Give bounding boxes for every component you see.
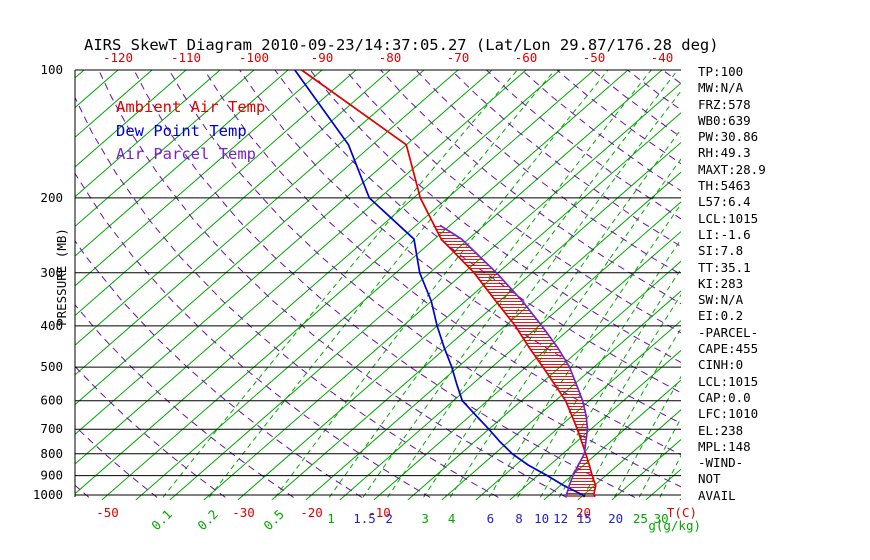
- svg-text:-30: -30: [232, 505, 255, 520]
- svg-text:g(g/kg): g(g/kg): [648, 518, 701, 533]
- stat-tt: TT:35.1: [698, 259, 751, 275]
- stat-lcl: LCL:1015: [698, 210, 759, 226]
- svg-text:PRESSURE (MB): PRESSURE (MB): [54, 228, 69, 326]
- svg-text:2: 2: [385, 511, 393, 526]
- stat-wb0: WB0:639: [698, 112, 751, 128]
- stat-ei: EI:0.2: [698, 308, 744, 324]
- stat-mw: MW:N/A: [698, 80, 744, 96]
- svg-text:-70: -70: [447, 50, 470, 65]
- stat-mpl: MPL:148: [698, 438, 751, 454]
- stat-pw: PW:30.86: [698, 129, 759, 145]
- stat-l57: L57:6.4: [698, 194, 751, 210]
- stat-wind-avail: AVAIL: [698, 487, 736, 503]
- stat-lfc: LFC:1010: [698, 406, 759, 422]
- svg-text:25: 25: [633, 511, 648, 526]
- legend-dew-point-temp: Dew Point Temp: [116, 121, 247, 140]
- svg-text:10: 10: [534, 511, 549, 526]
- stat-maxt: MAXT:28.9: [698, 161, 766, 177]
- svg-text:-80: -80: [379, 50, 402, 65]
- parcel-temp-curve: [439, 224, 589, 497]
- legend-ambient-air-temp: Ambient Air Temp: [116, 98, 266, 116]
- svg-text:T(C): T(C): [667, 505, 697, 520]
- svg-text:900: 900: [40, 468, 63, 483]
- svg-text:20: 20: [576, 505, 591, 520]
- svg-text:-60: -60: [515, 50, 538, 65]
- svg-text:8: 8: [515, 511, 523, 526]
- stat-sw: SW:N/A: [698, 292, 744, 308]
- svg-text:800: 800: [40, 446, 63, 461]
- stat-si: SI:7.8: [698, 243, 744, 259]
- svg-text:15: 15: [577, 511, 592, 526]
- stat-lcl2: LCL:1015: [698, 373, 759, 389]
- svg-text:30: 30: [654, 511, 669, 526]
- legend-air-parcel-temp: Air Parcel Temp: [116, 145, 256, 163]
- ambient-temp-curve: [301, 69, 597, 498]
- svg-text:3: 3: [421, 511, 429, 526]
- isotherm-lines: [75, 70, 681, 500]
- svg-text:-120: -120: [103, 50, 133, 65]
- stat-cape: CAPE:455: [698, 341, 759, 357]
- stat-el: EL:238: [698, 422, 744, 438]
- svg-text:700: 700: [40, 421, 63, 436]
- svg-text:1.5: 1.5: [353, 511, 376, 526]
- stat-li: LI:-1.6: [698, 226, 751, 242]
- svg-text:-50: -50: [96, 505, 119, 520]
- svg-text:-40: -40: [651, 50, 674, 65]
- svg-text:6: 6: [487, 511, 495, 526]
- svg-text:4: 4: [448, 511, 456, 526]
- stats-panel: TP:100 MW:N/A FRZ:578 WB0:639 PW:30.86 R…: [698, 64, 766, 504]
- axis-tick-labels: 100 200 300 400 500 600 700 800 900 1000 PRESSURE …: [33, 50, 701, 533]
- svg-text:-20: -20: [300, 505, 323, 520]
- stat-cap: CAP:0.0: [698, 389, 751, 405]
- svg-text:1000: 1000: [33, 487, 63, 502]
- dewpoint-curve: [294, 69, 586, 498]
- svg-text:-10: -10: [368, 505, 391, 520]
- stat-frz: FRZ:578: [698, 96, 751, 112]
- svg-text:400: 400: [40, 318, 63, 333]
- stat-parcel-header: -PARCEL-: [698, 324, 759, 340]
- svg-text:-110: -110: [171, 50, 201, 65]
- stat-wind-header: -WIND-: [698, 455, 744, 471]
- svg-text:12: 12: [553, 511, 568, 526]
- dry-adiabat-lines: [75, 70, 681, 498]
- legend: Ambient Air Temp Dew Point Temp Air Parc…: [116, 96, 265, 167]
- svg-text:300: 300: [40, 265, 63, 280]
- svg-text:20: 20: [608, 511, 623, 526]
- svg-text:-90: -90: [311, 50, 334, 65]
- svg-text:100: 100: [40, 62, 63, 77]
- background-grid: [75, 70, 681, 500]
- svg-text:500: 500: [40, 359, 63, 374]
- svg-text:200: 200: [40, 190, 63, 205]
- stat-rh: RH:49.3: [698, 145, 751, 161]
- svg-text:0.1: 0.1: [148, 507, 175, 534]
- stat-wind-not: NOT: [698, 471, 721, 487]
- stat-ki: KI:283: [698, 275, 744, 291]
- stat-th: TH:5463: [698, 178, 751, 194]
- svg-text:600: 600: [40, 393, 63, 408]
- stat-tp: TP:100: [698, 64, 744, 79]
- svg-text:1: 1: [327, 511, 335, 526]
- chart-title: AIRS SkewT Diagram 2010-09-23/14:37:05.2…: [84, 36, 719, 54]
- svg-text:-50: -50: [583, 50, 606, 65]
- svg-text:0.2: 0.2: [194, 507, 221, 534]
- stat-cinh: CINH:0: [698, 357, 744, 373]
- svg-text:-100: -100: [239, 50, 269, 65]
- cape-hatch-area: [432, 225, 596, 497]
- svg-text:0.5: 0.5: [260, 507, 287, 534]
